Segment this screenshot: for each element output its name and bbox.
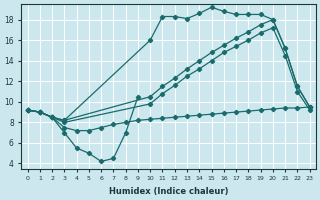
X-axis label: Humidex (Indice chaleur): Humidex (Indice chaleur)	[109, 187, 228, 196]
